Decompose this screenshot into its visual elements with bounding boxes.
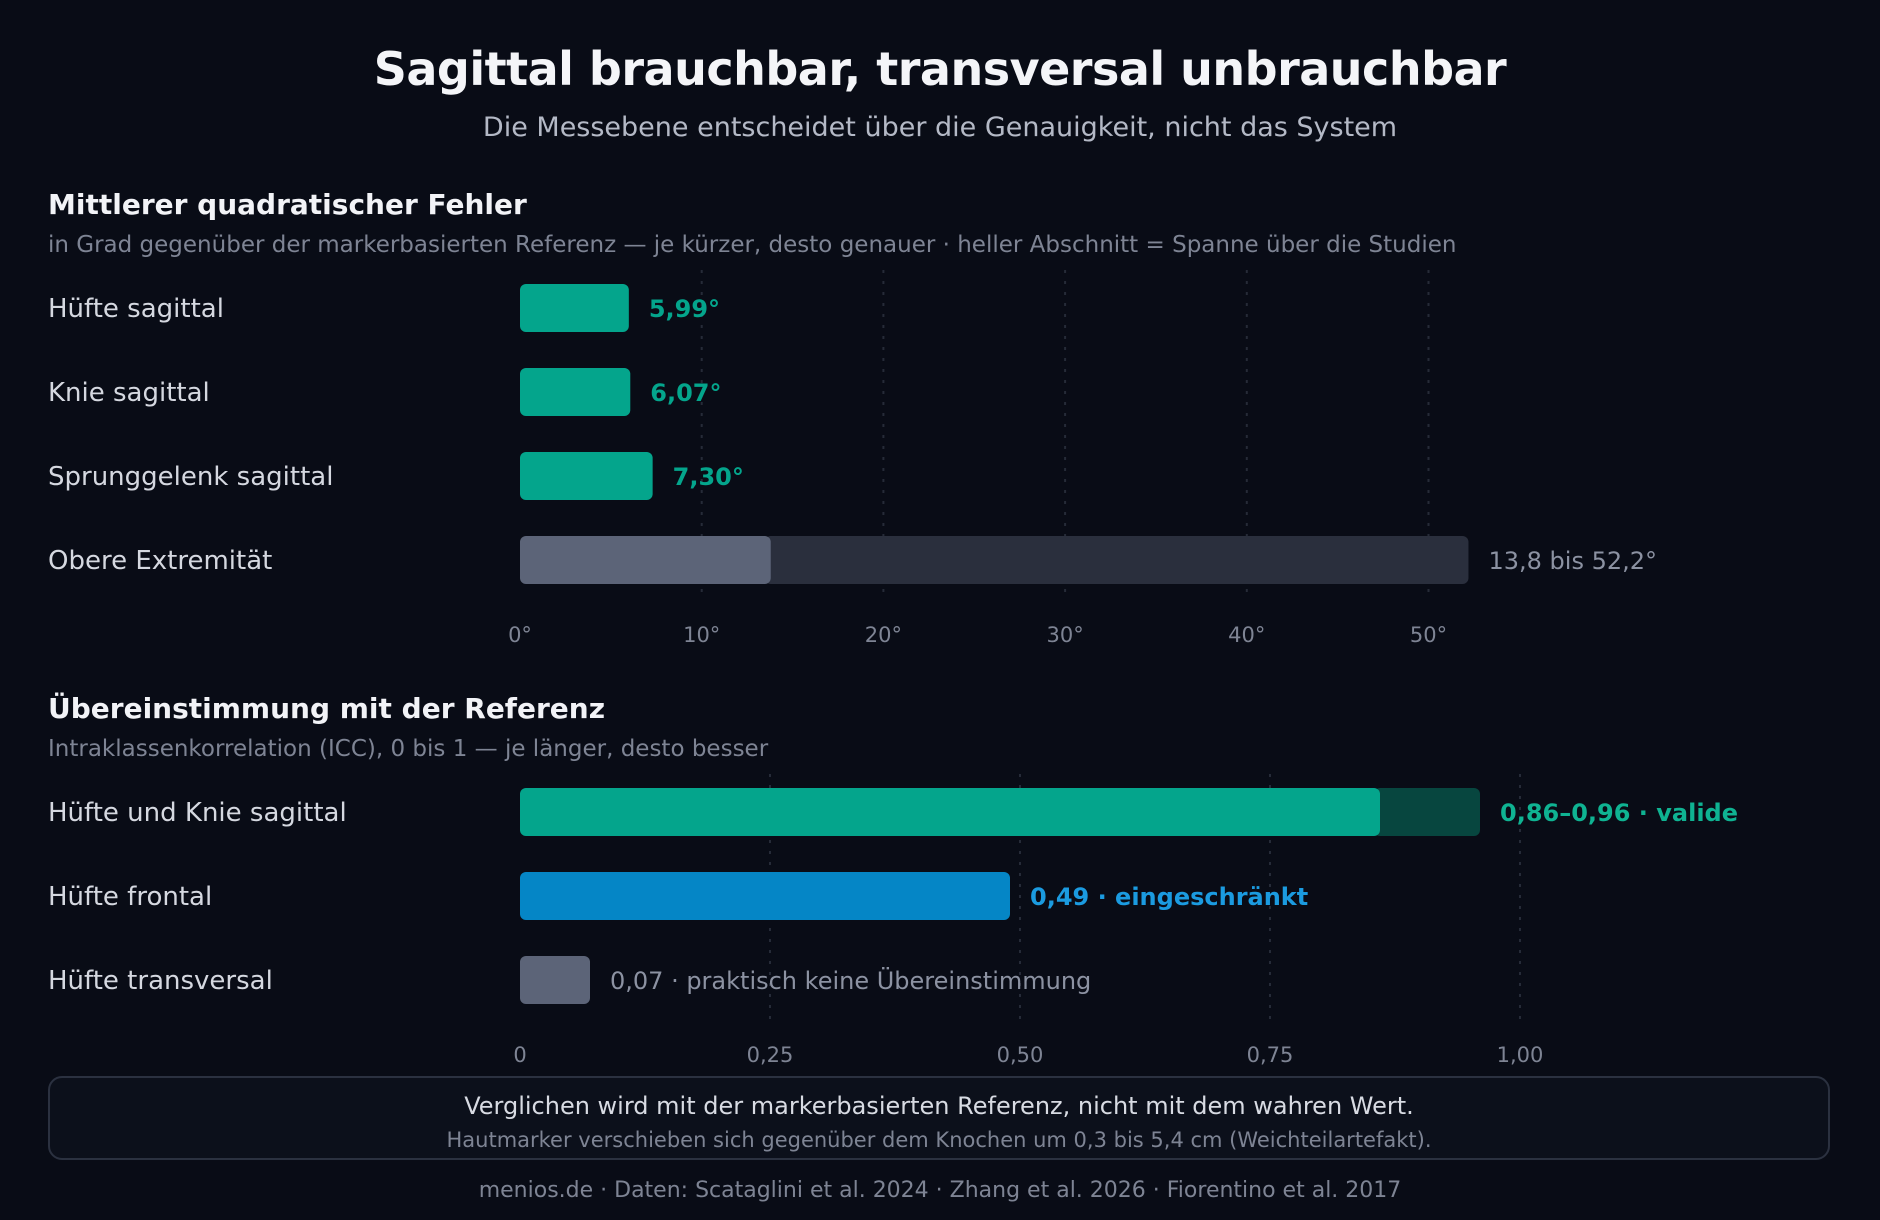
value-bar [520, 284, 629, 332]
data-label: 0,86–0,96 · valide [1500, 799, 1738, 827]
x-tick-label: 30° [1046, 623, 1083, 647]
note-box: Verglichen wird mit der markerbasierten … [48, 1076, 1830, 1160]
x-tick-label: 0° [508, 623, 532, 647]
note-main: Verglichen wird mit der markerbasierten … [464, 1092, 1414, 1120]
x-tick-label: 0,25 [747, 1043, 794, 1067]
page-subtitle: Die Messebene entscheidet über die Genau… [482, 112, 1398, 143]
range-bar [1374, 788, 1480, 836]
value-bar [520, 368, 631, 416]
rmse-section-title: Mittlerer quadratischer Fehler [48, 188, 527, 221]
value-bar [520, 788, 1380, 836]
value-bar [520, 452, 653, 500]
x-tick-label: 0,75 [1247, 1043, 1294, 1067]
rmse-section-subtitle: in Grad gegenüber der markerbasierten Re… [48, 232, 1457, 258]
data-label: 0,07 · praktisch keine Übereinstimmung [610, 966, 1091, 995]
category-label: Hüfte und Knie sagittal [48, 798, 347, 828]
category-label: Knie sagittal [48, 378, 210, 408]
category-label: Sprunggelenk sagittal [48, 462, 333, 492]
category-label: Hüfte transversal [48, 966, 273, 996]
x-tick-label: 40° [1228, 623, 1265, 647]
x-tick-label: 20° [865, 623, 902, 647]
footer-source: menios.de · Daten: Scataglini et al. 202… [478, 1178, 1402, 1203]
icc-chart: 0 0,25 0,50 0,75 1,00 Hüfte und Knie sagittal… [48, 774, 1738, 1067]
data-label: 5,99° [649, 295, 720, 323]
rmse-chart: 0° 10° 20° 30° 40° 50° Hüfte sagittal 5,99° Knie… [48, 270, 1657, 647]
value-bar [520, 536, 771, 584]
data-label: 6,07° [650, 379, 721, 407]
note-sub: Hautmarker verschieben sich gegenüber de… [446, 1128, 1432, 1152]
x-tick-label: 0 [513, 1043, 526, 1067]
x-tick-label: 50° [1410, 623, 1447, 647]
category-label: Hüfte frontal [48, 882, 212, 912]
x-tick-label: 10° [683, 623, 720, 647]
category-label: Obere Extremität [48, 546, 272, 576]
data-label: 7,30° [673, 463, 744, 491]
category-label: Hüfte sagittal [48, 294, 224, 324]
icc-section-subtitle: Intraklassenkorrelation (ICC), 0 bis 1 —… [48, 736, 769, 762]
x-tick-label: 1,00 [1497, 1043, 1544, 1067]
value-bar [520, 872, 1010, 920]
data-label: 13,8 bis 52,2° [1488, 547, 1657, 575]
data-label: 0,49 · eingeschränkt [1030, 883, 1308, 911]
value-bar [520, 956, 590, 1004]
page-title: Sagittal brauchbar, transversal unbrauch… [373, 42, 1507, 96]
x-tick-label: 0,50 [997, 1043, 1044, 1067]
range-bar [764, 536, 1469, 584]
icc-section-title: Übereinstimmung mit der Referenz [48, 692, 606, 725]
